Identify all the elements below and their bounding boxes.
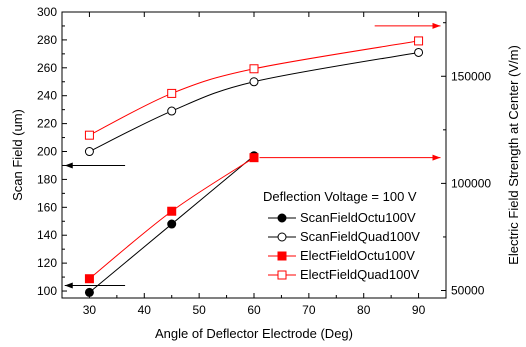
data-point (167, 88, 177, 98)
y2-tick-label: 50000 (451, 284, 485, 298)
x-axis-title: Angle of Deflector Electrode (Deg) (155, 326, 353, 341)
legend-marker (277, 213, 287, 223)
legend-marker (277, 270, 287, 280)
x-tick-label: 70 (302, 303, 316, 317)
legend-entry: ScanFieldQuad100V (300, 229, 420, 244)
x-axis-ticks: 30 40 50 60 70 80 90 (61, 12, 447, 317)
data-point (84, 147, 94, 157)
y2-axis-ticks: 50000 100000 150000 (441, 22, 491, 298)
y-tick-label: 260 (37, 61, 57, 75)
series-line (89, 40, 419, 136)
y2-tick-label: 100000 (451, 176, 491, 190)
y-tick-label: 200 (37, 145, 57, 159)
x-tick-label: 30 (83, 303, 97, 317)
series-markers (84, 36, 424, 297)
legend: Deflection Voltage = 100 V ScanFieldOctu… (263, 189, 420, 282)
data-point (84, 130, 94, 140)
y-tick-label: 140 (37, 228, 57, 242)
x-tick-label: 90 (412, 303, 426, 317)
data-point (84, 274, 94, 284)
y-tick-label: 240 (37, 89, 57, 103)
data-point (249, 64, 259, 74)
annotation-arrows (64, 22, 441, 289)
legend-entry: ElectFieldOctu100V (300, 248, 415, 263)
x-tick-label: 60 (247, 303, 261, 317)
y-tick-label: 180 (37, 172, 57, 186)
y-tick-label: 300 (37, 5, 57, 19)
data-point (84, 287, 94, 297)
data-point (167, 106, 177, 116)
legend-marker (277, 232, 287, 242)
x-tick-label: 80 (357, 303, 371, 317)
legend-entry: ScanFieldOctu100V (300, 210, 416, 225)
legend-marker (277, 251, 287, 261)
y-tick-label: 160 (37, 200, 57, 214)
data-point (167, 206, 177, 216)
y-axis-title: Scan Field (um) (10, 109, 25, 201)
y-axis-ticks: 100 120 140 160 180 200 220 240 260 280 300 (37, 5, 67, 298)
x-tick-label: 40 (138, 303, 152, 317)
arrow-head (432, 22, 441, 29)
y-tick-label: 100 (37, 284, 57, 298)
y-tick-label: 120 (37, 256, 57, 270)
data-point (414, 36, 424, 46)
y2-axis-title: Electric Field Strength at Center (V/m) (506, 45, 521, 265)
arrow-head (64, 282, 73, 289)
y-tick-label: 220 (37, 117, 57, 131)
y2-tick-label: 150000 (451, 69, 491, 83)
legend-items: ScanFieldOctu100V ScanFieldQuad100V ElectF… (268, 210, 420, 282)
data-point (249, 153, 259, 163)
legend-title: Deflection Voltage = 100 V (263, 189, 417, 204)
arrow-head (432, 154, 441, 161)
arrow-head (64, 162, 73, 169)
data-point (414, 47, 424, 57)
data-point (249, 77, 259, 87)
legend-entry: ElectFieldQuad100V (300, 267, 420, 282)
x-tick-label: 50 (192, 303, 206, 317)
series-line (89, 51, 419, 152)
data-point (167, 219, 177, 229)
y-tick-label: 280 (37, 33, 57, 47)
